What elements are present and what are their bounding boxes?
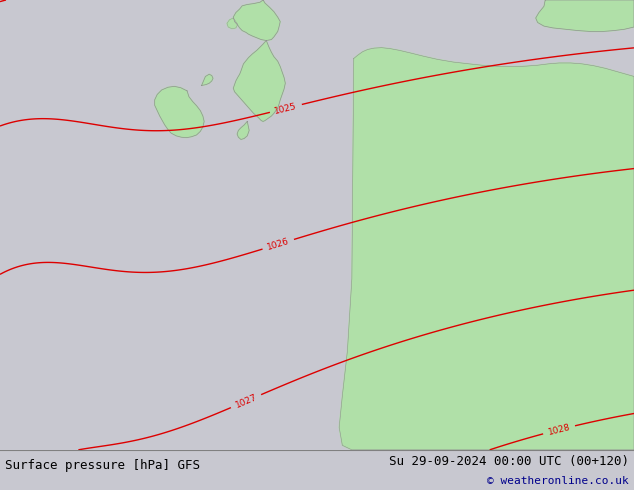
Polygon shape [237, 122, 249, 140]
Text: 1028: 1028 [547, 422, 571, 437]
Polygon shape [233, 41, 285, 122]
Polygon shape [227, 18, 238, 29]
Polygon shape [339, 48, 634, 450]
Text: Su 29-09-2024 00:00 UTC (00+120): Su 29-09-2024 00:00 UTC (00+120) [389, 455, 629, 467]
Text: 1025: 1025 [274, 101, 298, 116]
Polygon shape [233, 0, 280, 41]
Polygon shape [536, 0, 634, 31]
Polygon shape [155, 86, 204, 138]
Text: 1027: 1027 [234, 392, 258, 410]
Text: Surface pressure [hPa] GFS: Surface pressure [hPa] GFS [5, 460, 200, 472]
Text: 1026: 1026 [266, 237, 290, 252]
Text: © weatheronline.co.uk: © weatheronline.co.uk [487, 476, 629, 486]
Polygon shape [202, 74, 213, 85]
